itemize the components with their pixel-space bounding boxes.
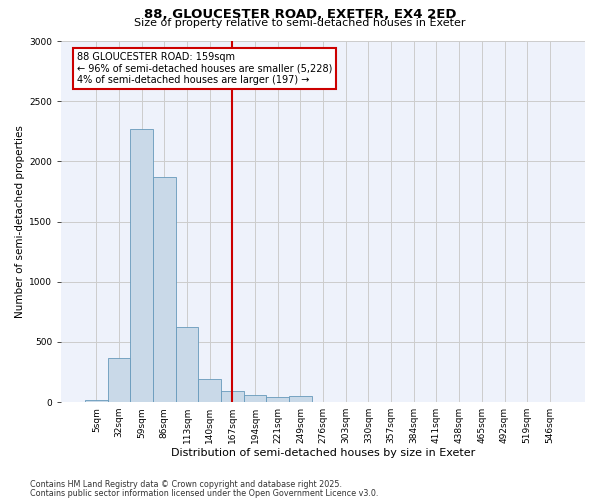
Bar	[221, 392, 244, 402]
Text: Contains public sector information licensed under the Open Government Licence v3: Contains public sector information licen…	[30, 488, 379, 498]
Bar	[107, 358, 130, 402]
Bar	[85, 400, 107, 402]
Bar	[289, 396, 312, 402]
Text: Size of property relative to semi-detached houses in Exeter: Size of property relative to semi-detach…	[134, 18, 466, 28]
Bar	[153, 177, 176, 402]
X-axis label: Distribution of semi-detached houses by size in Exeter: Distribution of semi-detached houses by …	[171, 448, 475, 458]
Bar	[130, 129, 153, 402]
Bar	[266, 398, 289, 402]
Text: 88, GLOUCESTER ROAD, EXETER, EX4 2ED: 88, GLOUCESTER ROAD, EXETER, EX4 2ED	[144, 8, 456, 20]
Bar	[199, 379, 221, 402]
Text: Contains HM Land Registry data © Crown copyright and database right 2025.: Contains HM Land Registry data © Crown c…	[30, 480, 342, 489]
Bar	[244, 396, 266, 402]
Y-axis label: Number of semi-detached properties: Number of semi-detached properties	[15, 125, 25, 318]
Bar	[176, 328, 199, 402]
Text: 88 GLOUCESTER ROAD: 159sqm
← 96% of semi-detached houses are smaller (5,228)
4% : 88 GLOUCESTER ROAD: 159sqm ← 96% of semi…	[77, 52, 332, 85]
